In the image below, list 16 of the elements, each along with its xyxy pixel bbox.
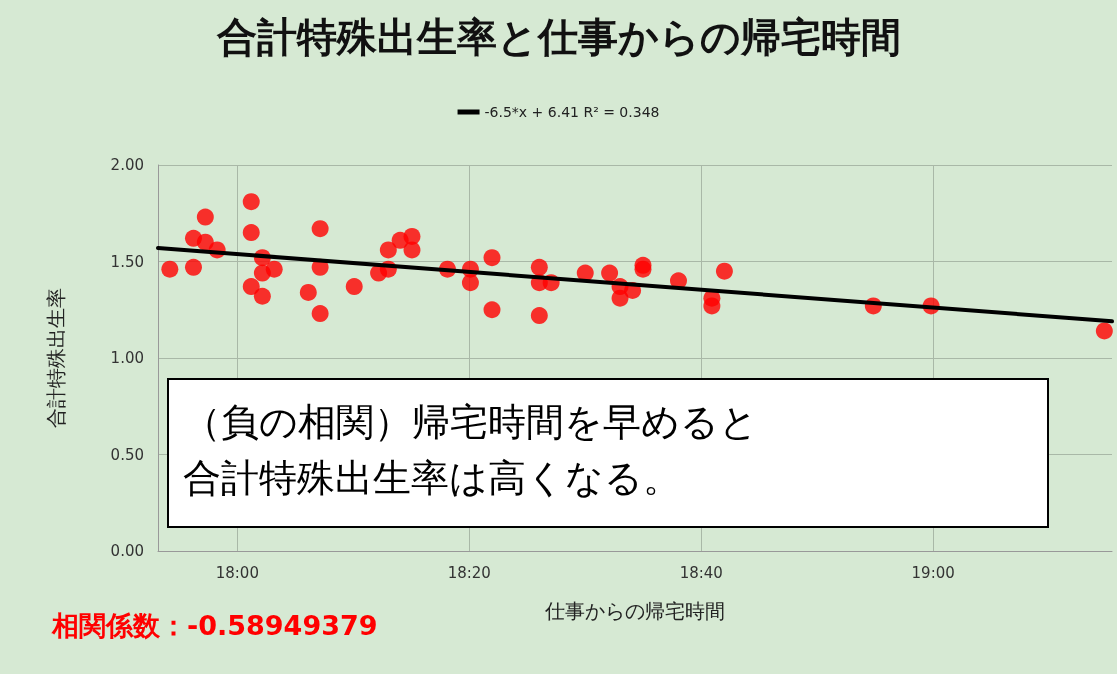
x-tick-label: 18:40 xyxy=(679,563,723,582)
text: 相関係数：-0.58949379 xyxy=(51,610,378,641)
y-tick-label: 2.00 xyxy=(110,156,144,174)
legend-label: -6.5*x + 6.41 R² = 0.348 xyxy=(484,104,660,120)
y-tick-label: 1.00 xyxy=(110,349,144,367)
x-axis-title: 仕事からの帰宅時間 xyxy=(544,599,725,623)
y-tick-label: 0.50 xyxy=(110,445,144,464)
chart-title: 合計特殊出生率と仕事からの帰宅時間 xyxy=(215,14,901,60)
y-axis-title: 合計特殊出生率 xyxy=(44,288,68,428)
annotation: （負の相関）帰宅時間を早めると合計特殊出生率は高くなる。 xyxy=(183,399,758,502)
y-tick-label: 0.00 xyxy=(110,542,144,560)
y-tick-label: 1.50 xyxy=(110,252,144,271)
callout-box: （負の相関）帰宅時間を早めると合計特殊出生率は高くなる。 xyxy=(167,378,1049,528)
x-tick-label: 18:00 xyxy=(215,563,259,582)
x-tick-label: 18:20 xyxy=(447,563,491,582)
x-tick-label: 19:00 xyxy=(911,563,955,582)
